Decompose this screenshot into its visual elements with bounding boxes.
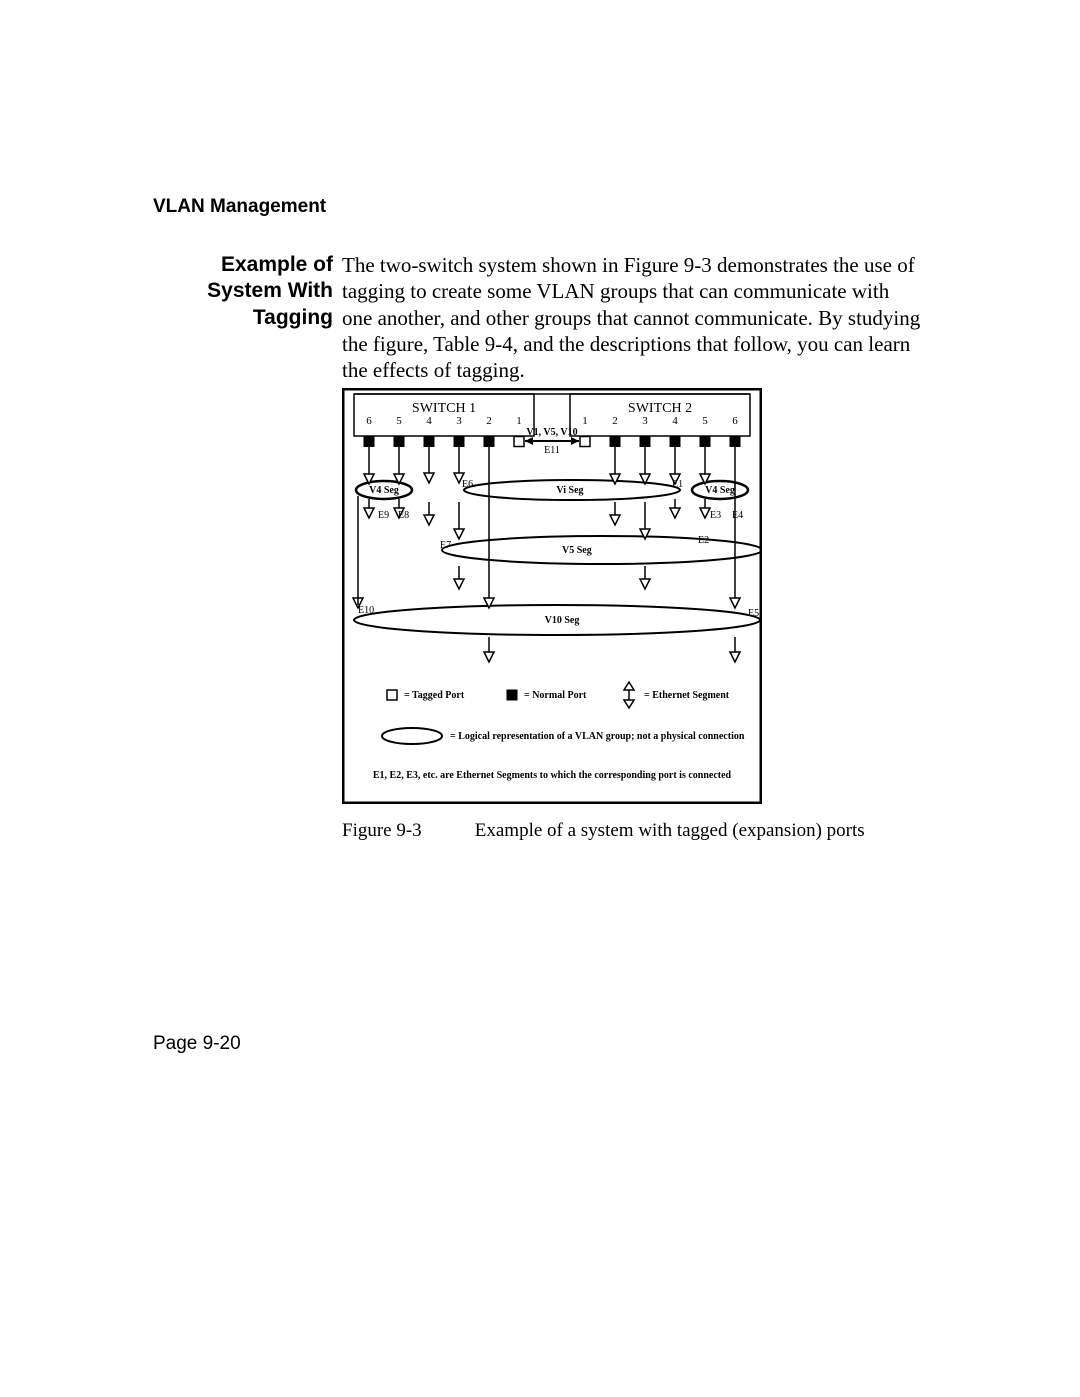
svg-text:V4 Seg: V4 Seg [369,485,399,496]
svg-text:5: 5 [396,415,402,427]
svg-text:6: 6 [366,415,372,427]
svg-text:E10: E10 [358,605,374,616]
svg-text:E3: E3 [710,510,721,521]
svg-text:2: 2 [486,415,492,427]
svg-text:4: 4 [426,415,432,427]
svg-text:3: 3 [642,415,648,427]
svg-text:E5: E5 [748,608,759,619]
svg-text:6: 6 [732,415,738,427]
figure-caption-text: Example of a system with tagged (expansi… [475,820,865,841]
svg-text:SWITCH 2: SWITCH 2 [628,401,692,416]
page: VLAN Management Example of System With T… [0,0,1080,1397]
svg-text:1: 1 [582,415,588,427]
svg-text:E11: E11 [544,445,560,456]
svg-text:= Ethernet Segment: = Ethernet Segment [644,690,730,701]
svg-text:E1: E1 [672,479,683,490]
svg-text:3: 3 [456,415,462,427]
body-paragraph: The two-switch system shown in Figure 9-… [342,252,922,383]
svg-text:V5 Seg: V5 Seg [562,545,592,556]
page-number: Page 9-20 [153,1033,241,1055]
svg-text:= Tagged Port: = Tagged Port [404,690,465,701]
svg-text:E8: E8 [398,510,409,521]
diagram-svg: SWITCH 1 6 5 4 3 2 1 SWITCH 2 1 2 3 4 5 6 V1, V5, V10 E… [342,388,762,804]
svg-text:= Logical representation of a: = Logical representation of a VLAN group… [450,731,745,742]
figure-number: Figure 9-3 [342,820,470,842]
svg-text:1: 1 [516,415,522,427]
svg-text:E7: E7 [440,540,451,551]
svg-text:2: 2 [612,415,618,427]
svg-text:SWITCH 1: SWITCH 1 [412,401,476,416]
svg-text:V1, V5, V10: V1, V5, V10 [526,427,577,438]
section-header: VLAN Management [153,196,326,218]
figure-9-3: SWITCH 1 6 5 4 3 2 1 SWITCH 2 1 2 3 4 5 6 V1, V5, V10 E… [342,388,762,804]
svg-text:E4: E4 [732,510,743,521]
svg-text:V4 Seg: V4 Seg [705,485,735,496]
svg-text:E1, E2, E3, etc. are Ethernet: E1, E2, E3, etc. are Ethernet Segments t… [373,770,732,781]
svg-text:E9: E9 [378,510,389,521]
svg-text:Vi Seg: Vi Seg [556,485,583,496]
svg-text:4: 4 [672,415,678,427]
svg-text:5: 5 [702,415,708,427]
svg-text:E6: E6 [462,479,473,490]
figure-caption: Figure 9-3 Example of a system with tagg… [342,820,865,842]
subsection-heading: Example of System With Tagging [153,252,333,331]
svg-text:E2: E2 [698,535,709,546]
svg-text:= Normal Port: = Normal Port [524,690,587,701]
svg-text:V10 Seg: V10 Seg [545,615,580,626]
